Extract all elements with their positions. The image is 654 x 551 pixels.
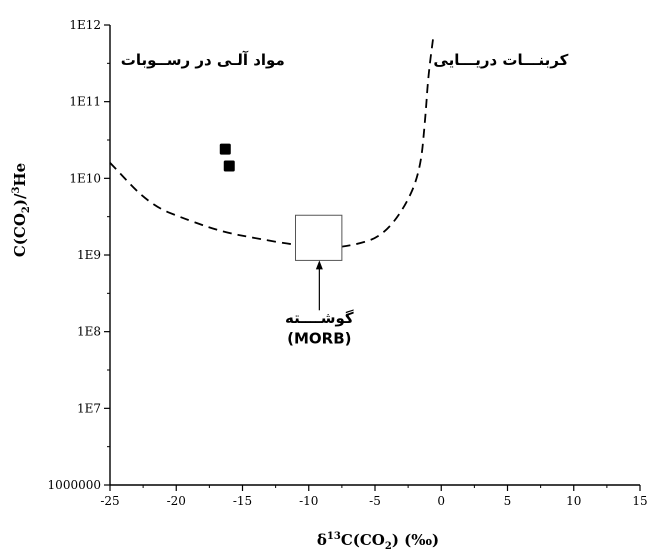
morb-box-layer bbox=[295, 214, 343, 311]
data-point bbox=[223, 160, 235, 172]
y-tick-label: 1E8 bbox=[77, 325, 101, 339]
annotations-layer: مواد آلـی در رســوبات کربنـــات دریـــایی… bbox=[121, 51, 569, 347]
data-points-layer bbox=[219, 143, 235, 172]
y-tick-label: 1E9 bbox=[77, 248, 101, 262]
x-tick-label: 10 bbox=[566, 494, 581, 508]
y-tick-label: 1000000 bbox=[48, 478, 101, 492]
morb-box bbox=[295, 214, 343, 261]
data-point bbox=[219, 143, 231, 155]
annotation-label: مواد آلـی در رســوبات bbox=[121, 51, 285, 69]
y-axis-title: C(CO2)/3He bbox=[11, 163, 32, 257]
y-tick-label: 1E12 bbox=[69, 18, 101, 32]
annotation-label: (MORB) bbox=[287, 330, 351, 348]
annotation-label: کربنـــات دریـــایی bbox=[433, 51, 568, 69]
x-tick-label: -5 bbox=[369, 494, 381, 508]
x-tick-label: -20 bbox=[167, 494, 186, 508]
y-tick-label: 1E10 bbox=[69, 171, 101, 185]
annotation-label: گوشــــته bbox=[285, 309, 354, 327]
x-axis-title: δ13C(CO2) (‰) bbox=[317, 531, 439, 551]
x-tick-label: 15 bbox=[632, 494, 647, 508]
x-tick-label: 5 bbox=[504, 494, 512, 508]
x-tick-label: 0 bbox=[437, 494, 445, 508]
x-tick-label: -10 bbox=[299, 494, 318, 508]
y-tick-label: 1E11 bbox=[69, 95, 101, 109]
axes: -25 -20 -15 -10 -5 0 5 10 15 1000000 1E7 1E8 1E9 1E10… bbox=[48, 18, 648, 508]
y-tick-label: 1E7 bbox=[77, 401, 101, 415]
x-tick-label: -15 bbox=[233, 494, 252, 508]
morb-arrow-head bbox=[315, 260, 323, 270]
x-tick-label: -25 bbox=[100, 494, 119, 508]
